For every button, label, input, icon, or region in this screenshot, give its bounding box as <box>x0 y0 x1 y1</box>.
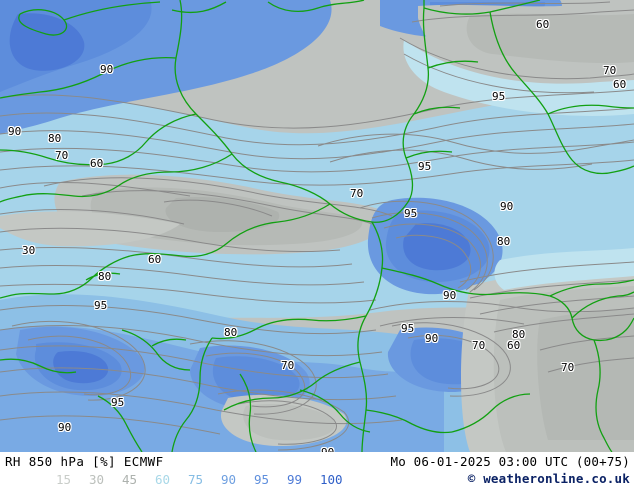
contour-label: 60 <box>613 78 627 91</box>
contour-label: 70 <box>281 359 295 372</box>
contour-label: 90 <box>100 63 114 76</box>
contour-label: 80 <box>224 326 238 339</box>
legend-step-95[interactable]: 95 <box>254 472 270 487</box>
contour-label: 95 <box>404 207 418 220</box>
contour-label: 70 <box>350 187 364 200</box>
footer-bar: RH 850 hPa [%] ECMWF Mo 06-01-2025 03:00… <box>0 452 634 490</box>
contour-label: 60 <box>90 157 104 170</box>
contour-label: 90 <box>58 421 72 434</box>
contour-label: 70 <box>472 339 486 352</box>
contour-label: 95 <box>401 322 415 335</box>
legend-step-15[interactable]: 15 <box>56 472 72 487</box>
contour-label: 60 <box>507 339 521 352</box>
legend-step-60[interactable]: 60 <box>155 472 171 487</box>
contour-label: 80 <box>98 270 112 283</box>
legend-step-45[interactable]: 45 <box>122 472 138 487</box>
contour-label: 95 <box>94 299 108 312</box>
fill-region-30-ne <box>466 13 634 64</box>
contour-label: 80 <box>48 132 62 145</box>
country-borders <box>0 0 634 452</box>
fill-region-60-ne <box>403 40 634 116</box>
contour-label: 60 <box>536 18 550 31</box>
legend-step-100[interactable]: 100 <box>320 472 343 487</box>
contour-label: 70 <box>561 361 575 374</box>
legend-step-75[interactable]: 75 <box>188 472 204 487</box>
contour-label: 60 <box>148 253 162 266</box>
contour-label: 95 <box>418 160 432 173</box>
fill-region-15-central <box>165 196 280 232</box>
forecast-timestamp: Mo 06-01-2025 03:00 UTC (00+75) <box>390 454 630 469</box>
contour-label: 90 <box>8 125 22 138</box>
legend-step-99[interactable]: 99 <box>287 472 303 487</box>
contour-label: 70 <box>603 64 617 77</box>
copyright-notice: © weatheronline.co.uk <box>467 471 630 486</box>
contour-label: 90 <box>321 447 334 452</box>
fill-region-30-s <box>243 403 336 441</box>
contour-label: 90 <box>500 200 514 213</box>
contour-label: 90 <box>443 289 457 302</box>
fill-region-deep-sw <box>53 350 109 384</box>
fill-region-60-e <box>494 248 634 290</box>
contour-label: 70 <box>55 149 69 162</box>
contour-label: 80 <box>497 235 511 248</box>
contour-label: 95 <box>111 396 125 409</box>
fill-region-15-se <box>537 308 634 440</box>
contour-label: 80 <box>512 328 526 341</box>
contour-label: 30 <box>22 244 36 257</box>
legend-step-30[interactable]: 30 <box>89 472 105 487</box>
contour-label: 95 <box>492 90 506 103</box>
legend-step-90[interactable]: 90 <box>221 472 237 487</box>
contour-lines <box>0 1 634 451</box>
map-canvas[interactable]: 90 90 80 70 60 60 70 60 95 95 70 95 90 80 30 60 80 95 80 90… <box>0 0 634 452</box>
map-raster <box>0 0 634 452</box>
parameter-label: RH 850 hPa [%] ECMWF <box>5 454 164 469</box>
contour-label: 90 <box>425 332 439 345</box>
